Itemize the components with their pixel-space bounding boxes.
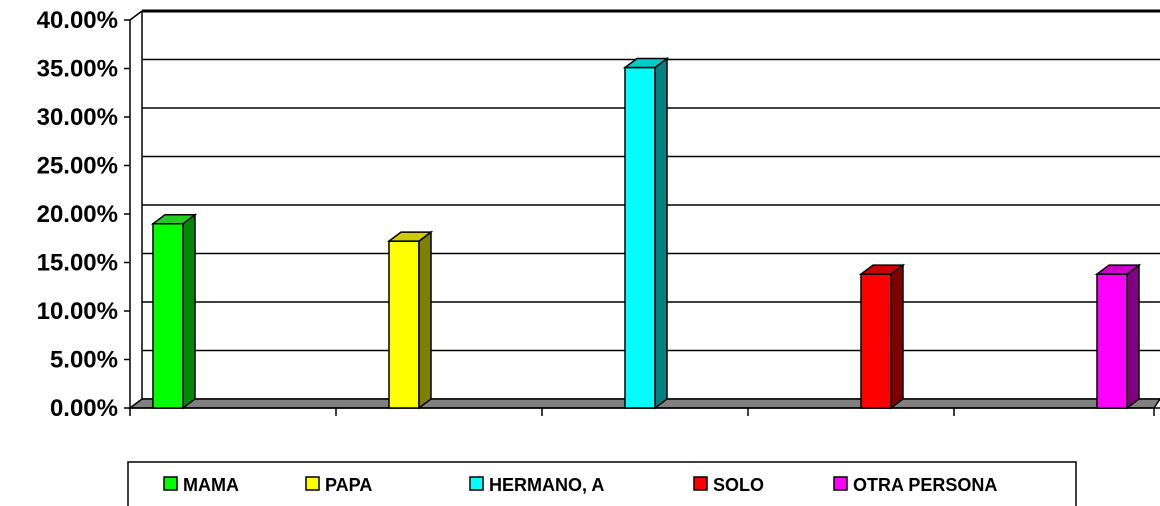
bar-side (418, 230, 432, 410)
bar-solo (858, 263, 906, 410)
bar-top (622, 57, 670, 69)
y-tick-label: 30.00% (37, 104, 118, 131)
legend-label: PAPA (325, 475, 372, 495)
y-tick-label: 20.00% (37, 201, 118, 228)
legend-swatch (693, 476, 708, 491)
legend-swatch (833, 476, 848, 491)
y-tick-label: 35.00% (37, 56, 118, 83)
bar-papa (386, 230, 434, 410)
y-tick-labels: 0.00% 5.00% 10.00% 15.00% 20.00% 25.00% 30.00%… (37, 7, 118, 422)
bar-front (388, 240, 420, 409)
legend: MAMA PAPA HERMANO, A SOLO OTRA PERSONA (127, 461, 1077, 506)
legend-label: MAMA (183, 475, 239, 495)
y-tick-label: 40.00% (37, 7, 118, 34)
bar-mama (150, 213, 198, 410)
bar-front (860, 273, 892, 409)
wall-side-edge (129, 10, 143, 21)
y-tick-label: 10.00% (37, 298, 118, 325)
legend-entry: SOLO (693, 475, 764, 495)
bar-side (890, 263, 904, 410)
bars (150, 57, 1142, 410)
y-tick-label: 25.00% (37, 153, 118, 180)
bar-side (654, 57, 668, 410)
legend-swatch (469, 476, 484, 491)
legend-label: HERMANO, A (489, 475, 604, 495)
legend-swatch (305, 476, 320, 491)
y-tick-label: 5.00% (50, 347, 118, 374)
y-tick-label: 15.00% (37, 250, 118, 277)
legend-entry: PAPA (305, 475, 372, 495)
bar-otra-persona (1094, 263, 1142, 410)
legend-label: SOLO (713, 475, 764, 495)
bar-top (858, 264, 906, 275)
legend-entry: HERMANO, A (469, 475, 604, 495)
bar-front (152, 222, 184, 409)
bar-side (182, 213, 196, 410)
bar-top (150, 213, 198, 225)
legend-label: OTRA PERSONA (853, 475, 997, 495)
bar-hermano-a (622, 57, 670, 410)
legend-entry: MAMA (163, 475, 239, 495)
bar-front (624, 66, 656, 409)
legend-swatch (163, 476, 178, 491)
bar-top (1094, 264, 1142, 275)
legend-entry: OTRA PERSONA (833, 475, 997, 495)
bar-front (1096, 273, 1128, 409)
bar-top (386, 231, 434, 242)
bar-side (1126, 263, 1140, 410)
legend-box (127, 461, 1077, 506)
y-tick-label: 0.00% (50, 395, 118, 422)
